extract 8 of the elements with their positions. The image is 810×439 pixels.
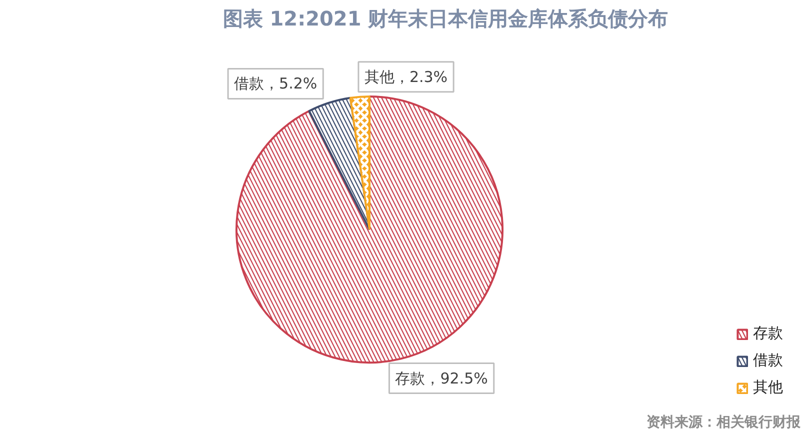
data-label: 其他，2.3% [364,68,448,86]
data-label: 借款，5.2% [234,74,318,93]
legend-label: 借款 [753,351,783,370]
data-label: 存款，92.5% [395,369,488,388]
chart-title: 图表 12:2021 财年末日本信用金库体系负债分布 [222,6,668,30]
text: 资料来源：相关银行财报 [646,414,802,430]
legend-label: 其他 [753,378,783,397]
legend-label: 存款 [753,324,783,343]
